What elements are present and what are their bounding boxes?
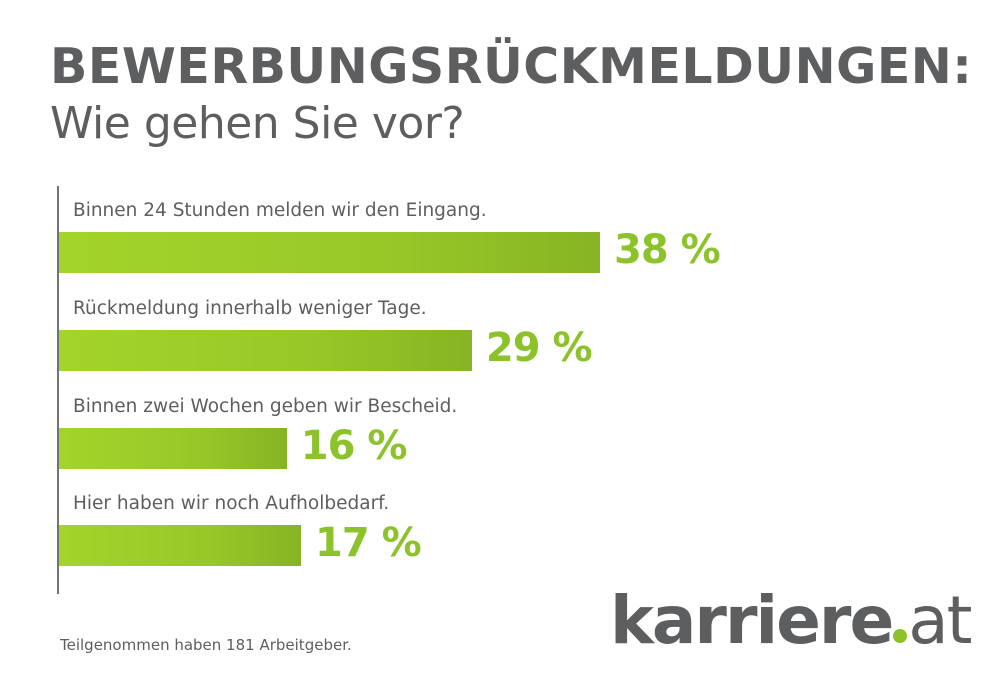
y-axis-line — [57, 186, 59, 594]
logo-dot — [893, 629, 908, 643]
value-label: 16 % — [300, 423, 408, 469]
footnote: Teilgenommen haben 181 Arbeitgeber. — [60, 636, 352, 654]
value-label: 38 % — [614, 227, 721, 273]
bar — [59, 525, 302, 566]
karriere-logo: karriere at — [610, 582, 973, 659]
chart-title: BEWERBUNGSRÜCKMELDUNGEN: — [50, 38, 973, 95]
logo-tld: at — [908, 582, 972, 659]
category-label: Rückmeldung innerhalb weniger Tage. — [73, 298, 427, 319]
bar — [59, 428, 287, 469]
bar — [59, 330, 472, 371]
value-label: 29 % — [485, 325, 593, 371]
category-label: Binnen 24 Stunden melden wir den Eingang… — [73, 200, 487, 221]
bar — [59, 232, 600, 273]
logo-brand: karriere — [610, 582, 894, 659]
chart-subtitle: Wie gehen Sie vor? — [50, 98, 465, 149]
category-label: Binnen zwei Wochen geben wir Bescheid. — [73, 396, 458, 417]
value-label: 17 % — [315, 520, 422, 566]
category-label: Hier haben wir noch Aufholbedarf. — [73, 493, 390, 514]
